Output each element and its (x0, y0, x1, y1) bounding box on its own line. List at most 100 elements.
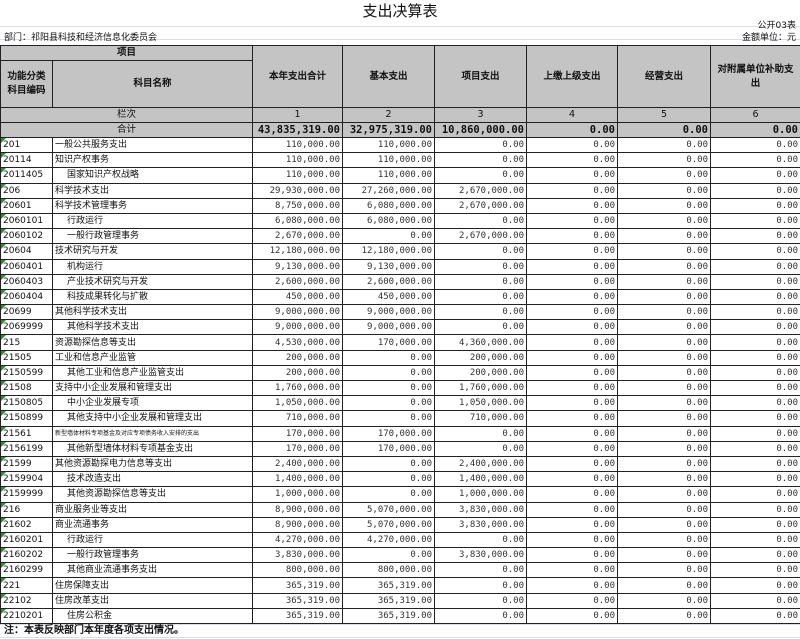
amount-cell[interactable]: 0.00 (710, 258, 800, 275)
amount-cell[interactable]: 0.00 (526, 212, 619, 230)
amount-cell[interactable]: 110,000.00 (252, 152, 344, 169)
amount-cell[interactable]: 5,070,000.00 (342, 501, 436, 518)
amount-cell[interactable]: 170,000.00 (342, 334, 436, 351)
subject-code-cell[interactable]: 2011405 (0, 167, 53, 184)
subject-name-cell[interactable]: 科学技术支出 (51, 182, 254, 199)
subject-code-cell[interactable]: 2060101 (0, 212, 53, 230)
subject-name-cell[interactable]: 支持中小企业发展和管理支出 (51, 379, 254, 397)
amount-cell[interactable]: 0.00 (526, 501, 619, 518)
subject-code-cell[interactable]: 201 (0, 136, 53, 154)
header-code[interactable]: 功能分类科目编码 (0, 60, 53, 108)
amount-cell[interactable]: 110,000.00 (342, 152, 436, 169)
amount-cell[interactable]: 0.00 (710, 577, 800, 594)
amount-cell[interactable]: 1,760,000.00 (434, 379, 528, 397)
amount-cell[interactable]: 0.00 (617, 592, 712, 609)
subject-code-cell[interactable]: 2160299 (0, 562, 53, 579)
amount-cell[interactable]: 3,830,000.00 (434, 501, 528, 518)
subject-name-cell[interactable]: 机构运行 (51, 258, 254, 275)
amount-cell[interactable]: 0.00 (526, 395, 619, 412)
amount-cell[interactable]: 9,000,000.00 (252, 319, 344, 336)
amount-cell[interactable]: 4,270,000.00 (252, 531, 344, 549)
amount-cell[interactable]: 0.00 (342, 228, 436, 245)
amount-cell[interactable]: 170,000.00 (252, 440, 344, 457)
subject-name-cell[interactable]: 其他支持中小企业发展和管理支出 (51, 410, 254, 427)
subject-code-cell[interactable]: 21508 (0, 379, 53, 397)
amount-cell[interactable]: 0.00 (617, 547, 712, 564)
subject-name-cell[interactable]: 其他工业和信息产业监管支出 (51, 364, 254, 382)
amount-cell[interactable]: 2,670,000.00 (434, 197, 528, 214)
amount-cell[interactable]: 8,750,000.00 (252, 197, 344, 214)
amount-cell[interactable]: 0.00 (617, 258, 712, 275)
amount-cell[interactable]: 0.00 (342, 349, 436, 366)
subject-code-cell[interactable]: 2060404 (0, 288, 53, 306)
header-col-5[interactable]: 经营支出 (617, 45, 712, 108)
amount-cell[interactable]: 8,900,000.00 (252, 516, 344, 533)
subject-code-cell[interactable]: 2060401 (0, 258, 53, 275)
amount-cell[interactable]: 0.00 (710, 607, 800, 625)
amount-cell[interactable]: 0.00 (342, 486, 436, 503)
amount-cell[interactable]: 0.00 (434, 243, 528, 260)
header-col-3[interactable]: 项目支出 (434, 45, 528, 108)
subject-name-cell[interactable]: 国家知识产权战略 (51, 167, 254, 184)
amount-cell[interactable]: 9,000,000.00 (342, 304, 436, 321)
amount-cell[interactable]: 0.00 (710, 486, 800, 503)
subject-name-cell[interactable]: 其他新型墙体材料专项基金支出 (51, 440, 254, 457)
subject-name-cell[interactable]: 科学技术管理事务 (51, 197, 254, 214)
subject-code-cell[interactable]: 2160201 (0, 531, 53, 549)
amount-cell[interactable]: 800,000.00 (252, 562, 344, 579)
amount-cell[interactable]: 365,319.00 (252, 577, 344, 594)
amount-cell[interactable]: 0.00 (617, 136, 712, 154)
amount-cell[interactable]: 710,000.00 (252, 410, 344, 427)
amount-cell[interactable]: 0.00 (710, 304, 800, 321)
subject-code-cell[interactable]: 20604 (0, 243, 53, 260)
amount-cell[interactable]: 0.00 (617, 455, 712, 473)
amount-cell[interactable]: 12,180,000.00 (252, 243, 344, 260)
amount-cell[interactable]: 0.00 (617, 152, 712, 169)
amount-cell[interactable]: 9,130,000.00 (252, 258, 344, 275)
amount-cell[interactable]: 170,000.00 (342, 425, 436, 442)
amount-cell[interactable]: 0.00 (526, 425, 619, 442)
amount-cell[interactable]: 0.00 (710, 136, 800, 154)
amount-cell[interactable]: 0.00 (617, 410, 712, 427)
amount-cell[interactable]: 0.00 (710, 592, 800, 609)
amount-cell[interactable]: 0.00 (617, 304, 712, 321)
amount-cell[interactable]: 0.00 (526, 228, 619, 245)
header-col-4[interactable]: 上缴上级支出 (526, 45, 619, 108)
amount-cell[interactable]: 0.00 (617, 440, 712, 457)
amount-cell[interactable]: 0.00 (617, 243, 712, 260)
amount-cell[interactable]: 6,080,000.00 (252, 212, 344, 230)
amount-cell[interactable]: 0.00 (710, 531, 800, 549)
amount-cell[interactable]: 0.00 (526, 364, 619, 382)
total-value[interactable]: 10,860,000.00 (434, 122, 528, 138)
subject-name-cell[interactable]: 其他商业流通事务支出 (51, 562, 254, 579)
header-col-1[interactable]: 本年支出合计 (252, 45, 344, 108)
amount-cell[interactable]: 12,180,000.00 (342, 243, 436, 260)
amount-cell[interactable]: 0.00 (617, 334, 712, 351)
amount-cell[interactable]: 0.00 (710, 395, 800, 412)
amount-cell[interactable]: 0.00 (710, 440, 800, 457)
total-value[interactable]: 0.00 (526, 122, 619, 138)
amount-cell[interactable]: 0.00 (617, 319, 712, 336)
subject-name-cell[interactable]: 住房改革支出 (51, 592, 254, 609)
amount-cell[interactable]: 0.00 (526, 136, 619, 154)
amount-cell[interactable]: 0.00 (710, 167, 800, 184)
amount-cell[interactable]: 0.00 (617, 228, 712, 245)
amount-cell[interactable]: 0.00 (342, 547, 436, 564)
subject-code-cell[interactable]: 221 (0, 577, 53, 594)
amount-cell[interactable]: 0.00 (526, 243, 619, 260)
amount-cell[interactable]: 800,000.00 (342, 562, 436, 579)
amount-cell[interactable]: 0.00 (617, 395, 712, 412)
subject-code-cell[interactable]: 2159904 (0, 471, 53, 488)
amount-cell[interactable]: 0.00 (710, 455, 800, 473)
amount-cell[interactable]: 1,400,000.00 (252, 471, 344, 488)
amount-cell[interactable]: 0.00 (434, 288, 528, 306)
amount-cell[interactable]: 9,000,000.00 (252, 304, 344, 321)
subject-code-cell[interactable]: 2160202 (0, 547, 53, 564)
amount-cell[interactable]: 450,000.00 (252, 288, 344, 306)
amount-cell[interactable]: 0.00 (710, 516, 800, 533)
subject-code-cell[interactable]: 216 (0, 501, 53, 518)
amount-cell[interactable]: 0.00 (710, 471, 800, 488)
amount-cell[interactable]: 9,000,000.00 (342, 319, 436, 336)
amount-cell[interactable]: 0.00 (526, 486, 619, 503)
subject-name-cell[interactable]: 一般公共服务支出 (51, 136, 254, 154)
